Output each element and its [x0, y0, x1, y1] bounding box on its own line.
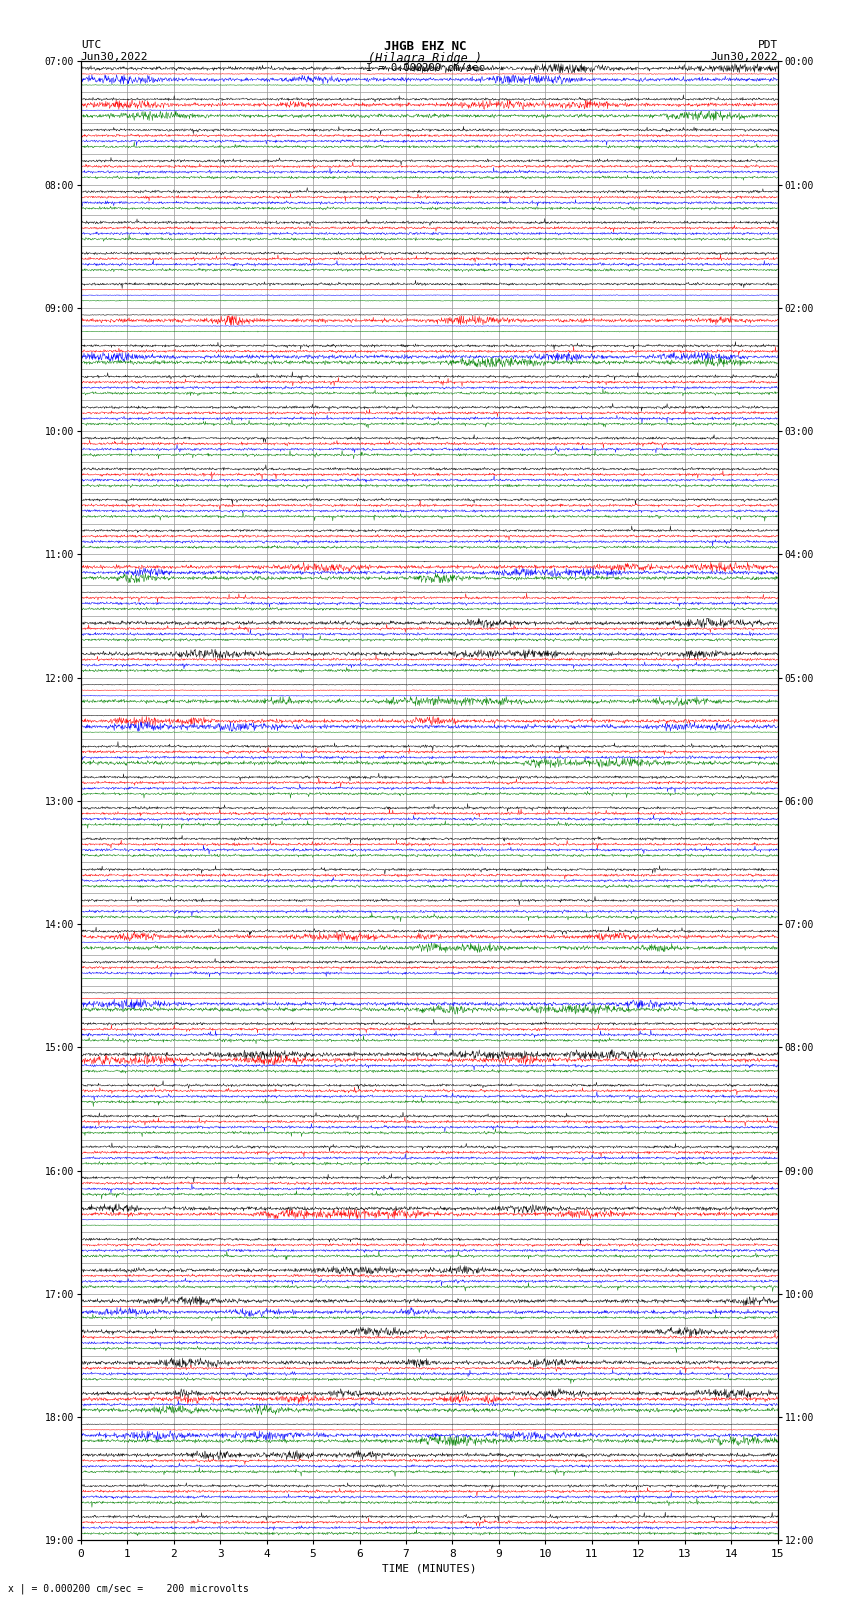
Text: UTC: UTC: [81, 40, 101, 50]
X-axis label: TIME (MINUTES): TIME (MINUTES): [382, 1563, 477, 1574]
Text: I = 0.000200 cm/sec: I = 0.000200 cm/sec: [366, 63, 484, 73]
Text: Jun30,2022: Jun30,2022: [711, 52, 778, 61]
Text: (Hilagra Ridge ): (Hilagra Ridge ): [368, 52, 482, 65]
Text: PDT: PDT: [757, 40, 778, 50]
Text: x | = 0.000200 cm/sec =    200 microvolts: x | = 0.000200 cm/sec = 200 microvolts: [8, 1582, 249, 1594]
Text: JHGB EHZ NC: JHGB EHZ NC: [383, 40, 467, 53]
Text: Jun30,2022: Jun30,2022: [81, 52, 148, 61]
